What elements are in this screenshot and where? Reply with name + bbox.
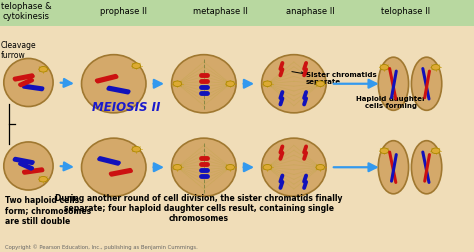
Ellipse shape [39, 67, 47, 73]
Ellipse shape [380, 148, 389, 154]
Ellipse shape [132, 147, 141, 152]
Ellipse shape [4, 142, 53, 190]
Ellipse shape [262, 55, 326, 113]
Ellipse shape [82, 139, 146, 197]
Ellipse shape [378, 141, 409, 194]
Text: telophase II: telophase II [381, 7, 430, 16]
Text: Two haploid cells
form; chromosomes
are still double: Two haploid cells form; chromosomes are … [5, 195, 91, 225]
Text: prophase II: prophase II [100, 7, 147, 16]
Text: anaphase II: anaphase II [286, 7, 335, 16]
Ellipse shape [173, 165, 182, 170]
Ellipse shape [380, 65, 389, 71]
Text: Cleavage
furrow: Cleavage furrow [0, 41, 36, 60]
FancyBboxPatch shape [0, 0, 474, 26]
Ellipse shape [431, 65, 440, 71]
Ellipse shape [173, 82, 182, 87]
Ellipse shape [262, 139, 326, 197]
Text: MEIOSIS II: MEIOSIS II [92, 101, 161, 114]
Ellipse shape [411, 141, 442, 194]
Ellipse shape [378, 58, 409, 111]
Ellipse shape [263, 165, 272, 170]
Ellipse shape [226, 82, 235, 87]
Ellipse shape [4, 59, 53, 107]
Ellipse shape [39, 177, 47, 182]
Text: During another round of cell division, the sister chromatids finally
separate; f: During another round of cell division, t… [55, 193, 343, 223]
Text: telophase &
cytokinesis: telophase & cytokinesis [1, 2, 51, 21]
Text: Haploid daughter
cells forming: Haploid daughter cells forming [356, 96, 426, 109]
Ellipse shape [431, 148, 440, 154]
Ellipse shape [316, 82, 325, 87]
Ellipse shape [263, 82, 272, 87]
Text: metaphase II: metaphase II [193, 7, 248, 16]
Text: Sister chromatids
separate: Sister chromatids separate [306, 72, 376, 85]
Ellipse shape [172, 55, 236, 113]
Ellipse shape [132, 64, 141, 69]
Ellipse shape [172, 139, 236, 197]
Ellipse shape [82, 55, 146, 113]
Ellipse shape [411, 58, 442, 111]
Ellipse shape [226, 165, 235, 170]
Text: Copyright © Pearson Education, Inc., publishing as Benjamin Cummings.: Copyright © Pearson Education, Inc., pub… [5, 244, 198, 249]
Ellipse shape [316, 165, 325, 170]
